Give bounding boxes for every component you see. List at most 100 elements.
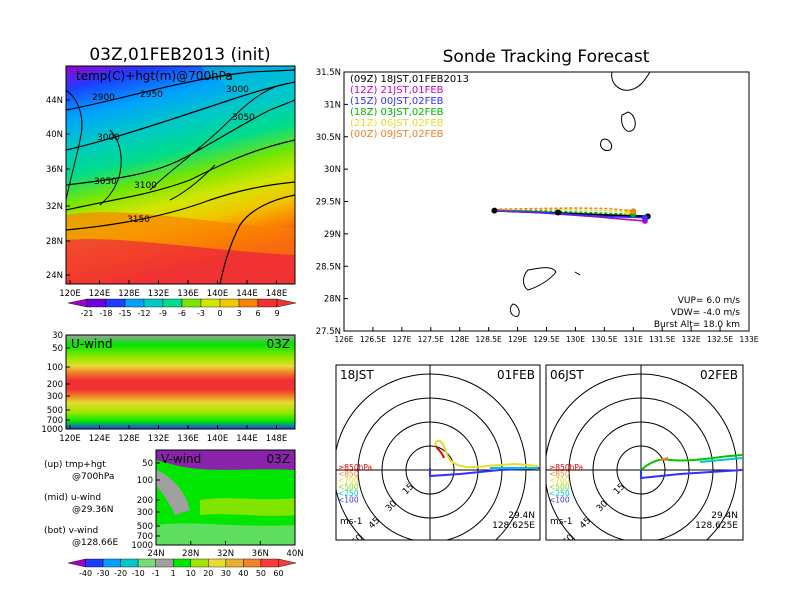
lon-tick-label: 144E xyxy=(236,434,258,444)
legend-mid: (mid) u-wind xyxy=(44,493,101,503)
pressure-tick-label: 1000 xyxy=(131,541,153,551)
colorbar-swatch xyxy=(243,558,262,568)
legend-bot-level: @128.66E xyxy=(72,538,118,548)
lon-tick-label: 128E xyxy=(450,335,469,344)
pressure-tick-label: 30 xyxy=(52,331,63,341)
pressure-tick-label: 50 xyxy=(52,344,63,354)
burst-altitude: Burst Alt= 18.0 km xyxy=(654,320,740,330)
lon-tick-label: 133E xyxy=(739,335,758,344)
colorbar-label: -40 xyxy=(79,569,92,578)
pressure-legend-entry: ≥850hPa xyxy=(338,463,372,472)
lat-tick-label: 36N xyxy=(46,165,63,175)
hodo-right-units: ms-1 xyxy=(550,517,572,527)
contour-label: 2950 xyxy=(140,90,163,100)
temperature-field: 2900 2950 3000 3050 3000 3050 3100 3150 … xyxy=(66,66,295,284)
colorbar-swatch xyxy=(181,298,202,308)
lon-tick-label: 144E xyxy=(236,289,258,299)
colorbar-swatch xyxy=(219,298,240,308)
pressure-legend-entry: <700 xyxy=(338,476,359,485)
lon-tick-label: 127.5E xyxy=(418,335,444,344)
lat-tick-label: 31.5N xyxy=(316,68,341,78)
hodo-left-legend: ≥850hPa<850<700<500<250<100 xyxy=(338,463,372,505)
lat-tick-label: 36N xyxy=(252,549,269,559)
hodo-left-lon: 128.625E xyxy=(492,521,535,531)
colorbar-swatch xyxy=(85,558,104,568)
hodo-left-frame xyxy=(335,364,541,541)
colorbar-swatch xyxy=(225,558,244,568)
contour-label: 3050 xyxy=(94,177,117,187)
track-line xyxy=(494,207,634,212)
left-map-panel: 03Z,01FEB2013 (init) 2900 2950 3000 3050… xyxy=(46,45,297,318)
track-line xyxy=(494,209,634,216)
lon-tick-label: 130.5E xyxy=(591,335,617,344)
lat-tick-label: 28N xyxy=(46,237,63,247)
colorbar-label: 20 xyxy=(203,569,213,578)
colorbar-label: 30 xyxy=(221,569,231,578)
lat-tick-label: 28.5N xyxy=(316,262,341,272)
vwind-title: V-wind xyxy=(161,452,201,466)
contour-label: 2900 xyxy=(92,93,115,103)
hodo-right-date: 02FEB xyxy=(700,368,738,382)
legend-mid-level: @29.36N xyxy=(72,505,114,515)
hodo-right-legend: ≥850hPa<850<700<500<250<100 xyxy=(549,463,583,505)
track-lon-ticks: 126E 126.5E 127E 127.5E 128E 128.5E 129E 129.5E… xyxy=(334,327,759,344)
colorbar-label: 9 xyxy=(274,309,279,318)
lon-tick-label: 126.5E xyxy=(360,335,386,344)
lat-tick-label: 30N xyxy=(324,165,341,175)
lat-tick-label: 31N xyxy=(324,100,341,110)
uwind-title: U-wind xyxy=(71,337,112,351)
pressure-tick-label: 100 xyxy=(47,363,63,373)
track-lines xyxy=(491,207,651,224)
pressure-legend-entry: <100 xyxy=(549,496,570,505)
uwind-lon-ticks: 120E 124E 128E 132E 136E 140E 144E 148E xyxy=(59,425,287,444)
colorbar-swatch xyxy=(200,298,221,308)
colorbar-label: 3 xyxy=(236,309,241,318)
hodo-left-lat: 29.4N xyxy=(508,511,535,521)
colorbar-swatch xyxy=(67,558,86,568)
colorbar-swatch xyxy=(102,558,121,568)
lat-tick-label: 28N xyxy=(182,549,199,559)
overlay-label: temp(C)+hgt(m)@700hPa xyxy=(76,69,233,83)
track-legend-entry: (09Z) 18JST,01FEB2013 xyxy=(350,74,469,85)
hodo-left-trace xyxy=(429,439,540,478)
lat-tick-label: 44N xyxy=(46,96,63,106)
hodo-right-frame xyxy=(545,364,744,541)
lon-tick-label: 124E xyxy=(89,434,111,444)
pressure-tick-label: 700 xyxy=(47,416,63,426)
colorbar-label: 40 xyxy=(238,569,248,578)
track-islands xyxy=(509,72,651,317)
pressure-tick-label: 100 xyxy=(137,476,153,486)
track-frame xyxy=(343,71,750,332)
colorbar-label: 0 xyxy=(217,309,222,318)
lon-tick-label: 136E xyxy=(177,434,199,444)
pressure-legend-entry: <850 xyxy=(338,470,359,479)
colorbar-swatch xyxy=(173,558,191,568)
lon-tick-label: 128E xyxy=(118,289,140,299)
contour-label: 3100 xyxy=(134,181,157,191)
pressure-tick-label: 300 xyxy=(47,392,63,402)
lon-tick-label: 126E xyxy=(334,335,353,344)
colorbar-swatch xyxy=(137,558,156,568)
left-map-lat-ticks: 44N 40N 36N 32N 28N 24N xyxy=(46,96,70,281)
colorbar-label: -20 xyxy=(114,569,127,578)
wind-colorbar: -40 -30 -20 -10 -1 1 10 20 30 40 50 60 xyxy=(67,558,297,578)
track-title: Sonde Tracking Forecast xyxy=(443,47,650,67)
colorbar-swatch xyxy=(257,298,278,308)
lat-tick-label: 27.5N xyxy=(316,327,341,337)
track-panel: Sonde Tracking Forecast (09Z) 18JST,01FE… xyxy=(316,47,759,344)
colorbar-label: -10 xyxy=(132,569,145,578)
lat-tick-label: 24N xyxy=(147,549,164,559)
colorbar-label: -21 xyxy=(80,309,93,318)
track-legend-entry: (15Z) 00JST,02FEB xyxy=(350,96,444,107)
lat-tick-label: 40N xyxy=(46,130,63,140)
launch-point xyxy=(491,207,498,214)
pressure-legend-entry: <700 xyxy=(549,476,570,485)
ascent-speed: VUP= 6.0 m/s xyxy=(678,296,741,306)
colorbar-swatch xyxy=(155,558,174,568)
legend-bot: (bot) v-wind xyxy=(44,526,98,536)
pressure-legend-entry: <100 xyxy=(338,496,359,505)
